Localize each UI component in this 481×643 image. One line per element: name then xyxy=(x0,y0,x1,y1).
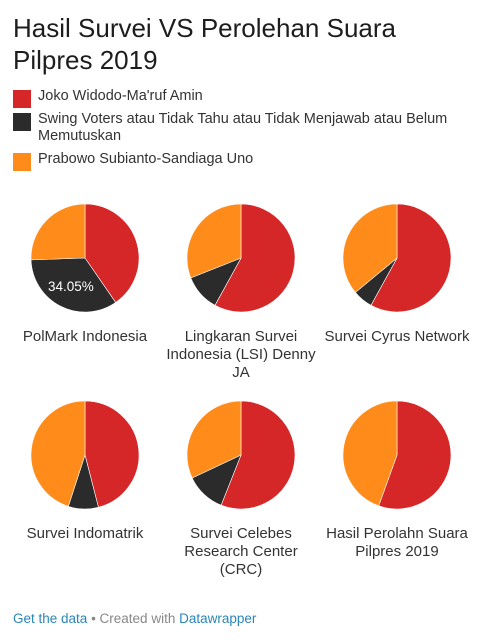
pie-svg-indomatrik xyxy=(30,400,140,510)
legend-swatch-prabowo xyxy=(13,153,31,171)
get-the-data-link[interactable]: Get the data xyxy=(13,611,88,626)
pie-slice-jokowi xyxy=(378,400,452,510)
legend: Joko Widodo-Ma'ruf Amin Swing Voters ata… xyxy=(13,88,473,174)
pie-slice-swing xyxy=(30,257,117,313)
pie-svg-crc xyxy=(186,400,296,510)
pie-chart-hasil: Hasil Perolahn Suara Pilpres 2019 xyxy=(322,400,472,561)
footer: Get the data • Created with Datawrapper xyxy=(13,611,256,626)
pie-label-lsi: Lingkaran Survei Indonesia (LSI) Denny J… xyxy=(166,328,316,381)
pie-slice-prabowo xyxy=(342,203,398,293)
pie-slice-jokowi xyxy=(220,400,296,510)
pie-label-crc: Survei Celebes Research Center (CRC) xyxy=(184,525,298,578)
pie-chart-cyrus: Survei Cyrus Network xyxy=(322,203,472,346)
legend-label-swing: Swing Voters atau Tidak Tahu atau Tidak … xyxy=(38,111,448,144)
pie-slice-prabowo xyxy=(186,203,242,279)
pie-slice-jokowi xyxy=(370,203,452,313)
pie-svg-lsi xyxy=(186,203,296,313)
pie-slice-jokowi xyxy=(214,203,296,313)
pie-chart-polmark: 34.05% PolMark Indonesia xyxy=(10,203,160,346)
pie-slice-prabowo xyxy=(30,203,86,261)
legend-label-prabowo: Prabowo Subianto-Sandiaga Uno xyxy=(38,151,254,167)
pie-svg-hasil xyxy=(342,400,452,510)
pie-label-indomatrik: Survei Indomatrik xyxy=(26,525,144,542)
legend-item-prabowo: Prabowo Subianto-Sandiaga Uno xyxy=(13,151,473,171)
pie-data-label: 34.05% xyxy=(48,279,94,294)
pie-label-polmark: PolMark Indonesia xyxy=(22,328,148,345)
pie-label-cyrus: Survei Cyrus Network xyxy=(324,328,470,345)
pie-chart-crc: Survei Celebes Research Center (CRC) xyxy=(166,400,316,579)
pie-label-hasil: Hasil Perolahn Suara Pilpres 2019 xyxy=(326,525,468,560)
pie-svg-polmark: 34.05% xyxy=(30,203,140,313)
legend-item-swing: Swing Voters atau Tidak Tahu atau Tidak … xyxy=(13,111,473,145)
pie-chart-lsi: Lingkaran Survei Indonesia (LSI) Denny J… xyxy=(166,203,316,382)
pie-slice-prabowo xyxy=(186,400,242,479)
pie-chart-indomatrik: Survei Indomatrik xyxy=(10,400,160,543)
legend-item-jokowi: Joko Widodo-Ma'ruf Amin xyxy=(13,88,473,108)
footer-created-with: • Created with xyxy=(87,611,180,626)
chart-title: Hasil Survei VS Perolehan Suara Pilpres … xyxy=(13,13,396,75)
legend-label-jokowi: Joko Widodo-Ma'ruf Amin xyxy=(38,88,203,104)
pie-svg-cyrus xyxy=(342,203,452,313)
pie-slice-prabowo xyxy=(342,400,398,507)
datawrapper-link[interactable]: Datawrapper xyxy=(179,611,257,626)
pie-slice-prabowo xyxy=(30,400,86,507)
legend-swatch-swing xyxy=(13,113,31,131)
legend-swatch-jokowi xyxy=(13,90,31,108)
pie-slice-jokowi xyxy=(84,203,140,303)
pie-slice-jokowi xyxy=(84,400,140,508)
